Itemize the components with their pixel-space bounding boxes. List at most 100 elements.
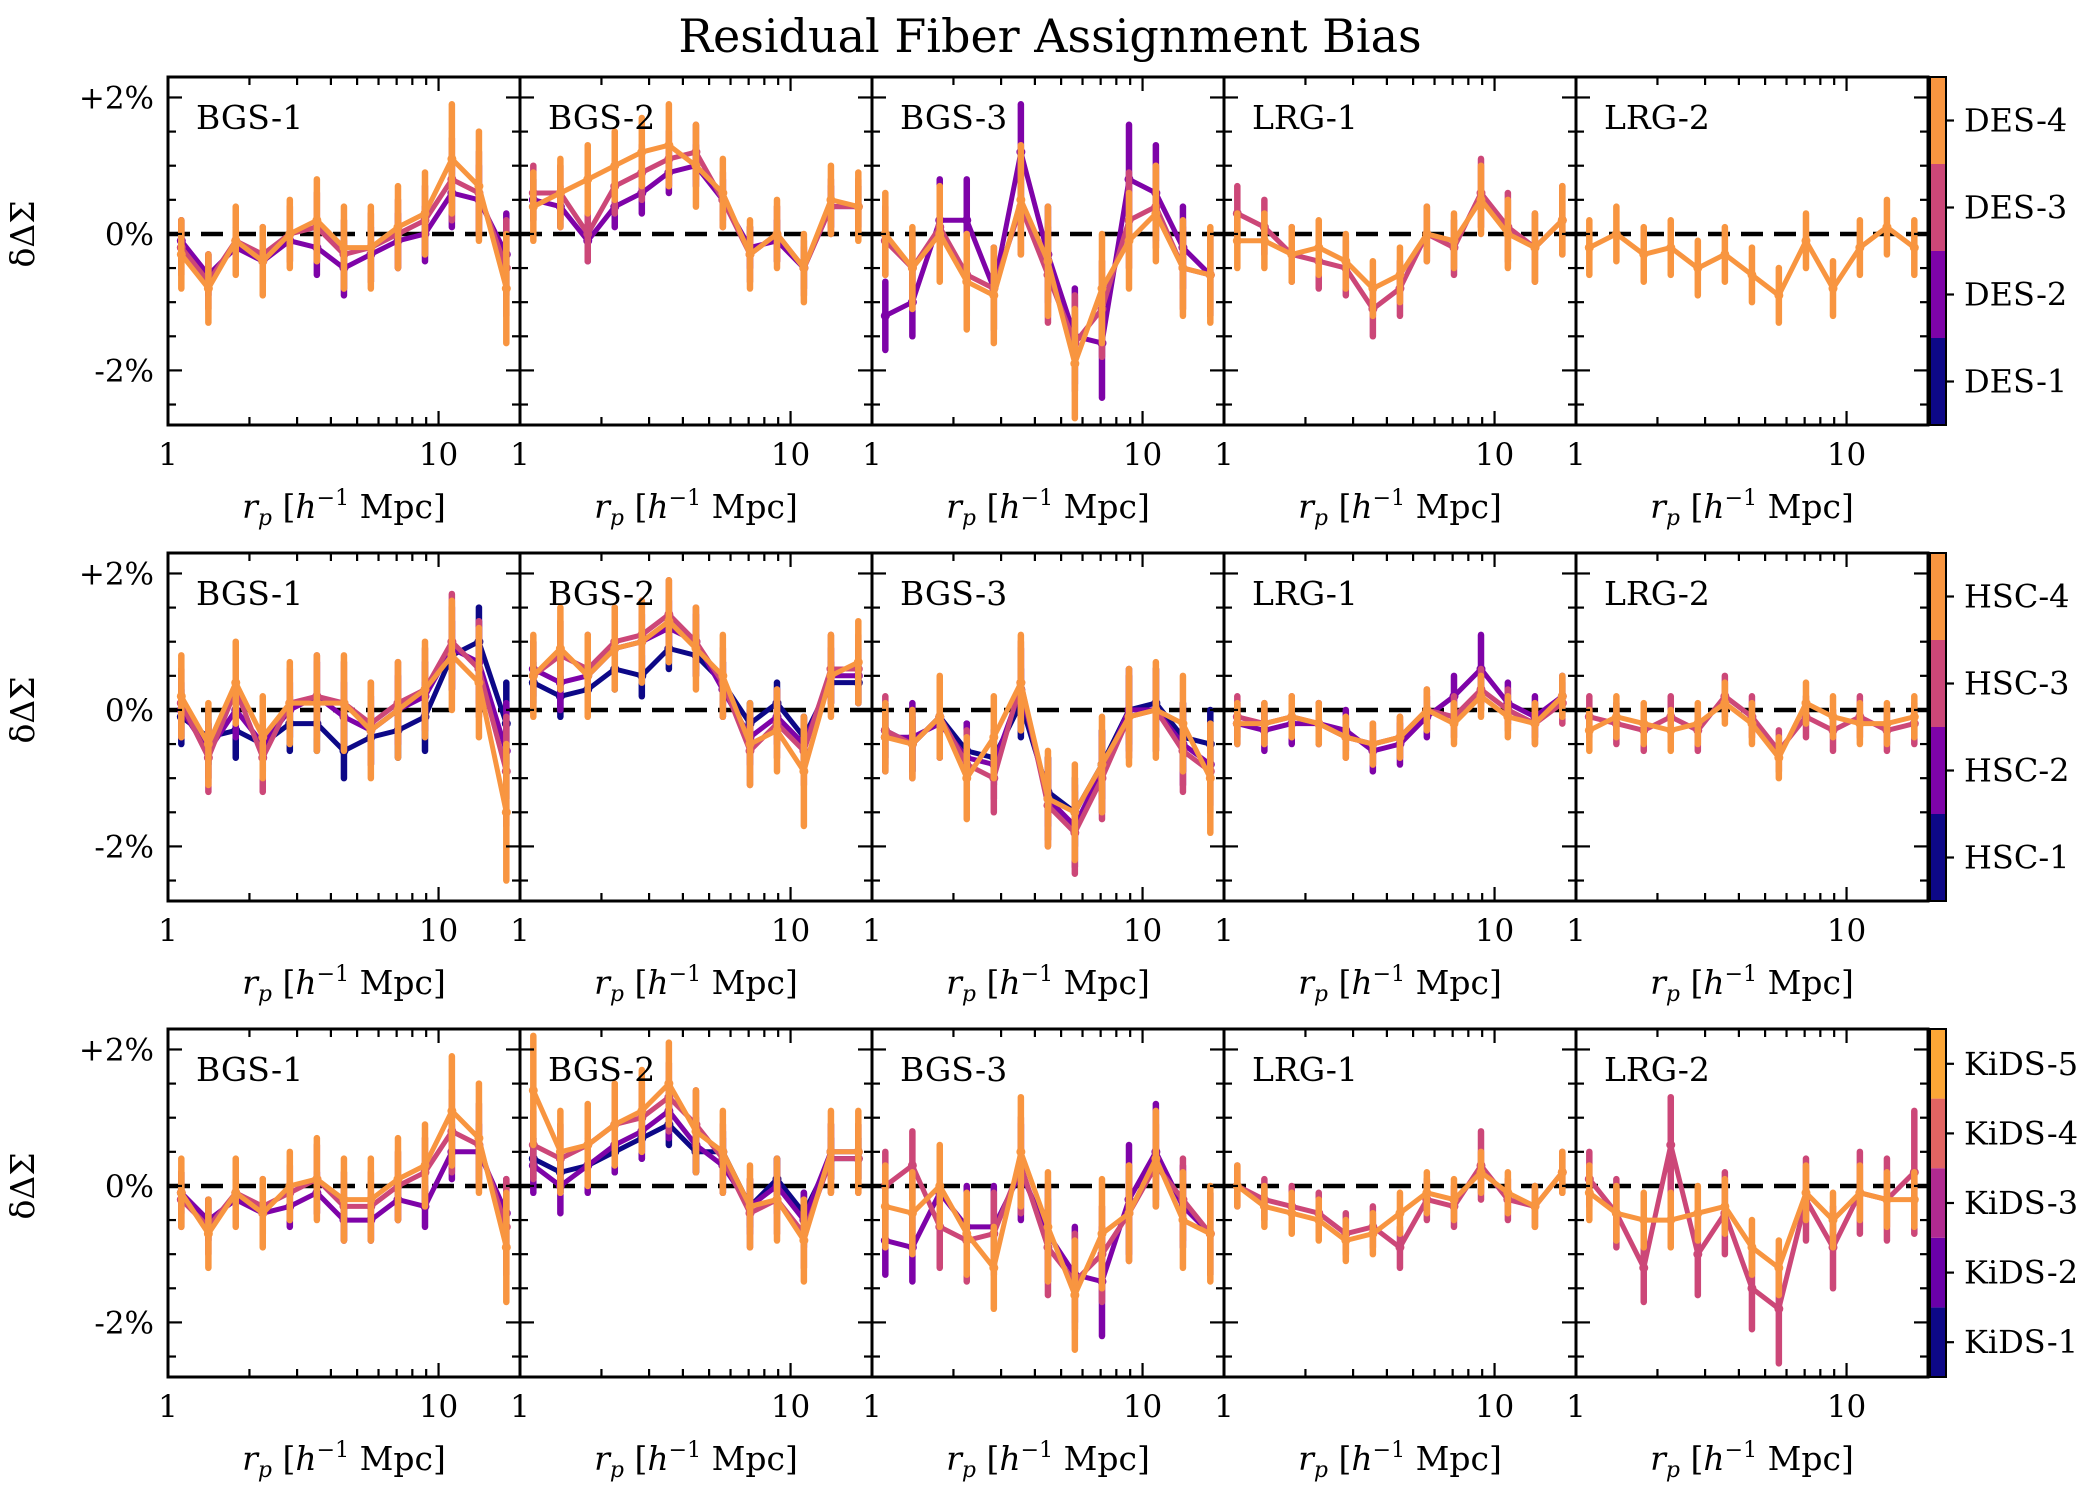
data-point bbox=[1611, 1208, 1621, 1218]
data-point bbox=[1016, 678, 1026, 688]
panel-kids-bgs-1: BGS-1 1 10 rp [h−1 Mpc] +2% 0% -2% δΔΣ bbox=[3, 1027, 522, 1483]
colorbar-label: KiDS-5 bbox=[1964, 1045, 2078, 1083]
data-point bbox=[583, 229, 593, 239]
colorbar-label: KiDS-1 bbox=[1964, 1323, 2078, 1361]
x-tick-label: 1 bbox=[1214, 913, 1234, 949]
data-point bbox=[1287, 249, 1297, 259]
data-point bbox=[1178, 1215, 1188, 1225]
series-2 bbox=[1232, 162, 1567, 320]
series-4 bbox=[528, 577, 863, 830]
data-point bbox=[420, 1160, 430, 1170]
data-point bbox=[1287, 712, 1297, 722]
data-point bbox=[1232, 236, 1242, 246]
data-point bbox=[1666, 725, 1676, 735]
colorbar-segment bbox=[1930, 338, 1946, 425]
data-point bbox=[1043, 1222, 1053, 1232]
x-axis-label: rp [h−1 Mpc] bbox=[946, 962, 1150, 1007]
data-point bbox=[1314, 243, 1324, 253]
panel-label: BGS-1 bbox=[196, 574, 303, 613]
data-point bbox=[1070, 1290, 1080, 1300]
data-point bbox=[176, 1188, 186, 1198]
y-tick-label: -2% bbox=[94, 353, 154, 389]
x-tick-label: 10 bbox=[1827, 437, 1866, 473]
series-3 bbox=[176, 1053, 511, 1306]
series-3 bbox=[528, 101, 863, 306]
x-tick-label: 10 bbox=[419, 913, 458, 949]
series-1 bbox=[1584, 196, 1919, 326]
data-point bbox=[1909, 712, 1919, 722]
panel-kids-bgs-3: BGS-3 1 10 rp [h−1 Mpc] bbox=[862, 1027, 1226, 1483]
x-tick-label: 10 bbox=[419, 437, 458, 473]
data-point bbox=[1747, 1242, 1757, 1252]
x-tick-label: 1 bbox=[510, 437, 530, 473]
panel-label: BGS-3 bbox=[900, 1050, 1007, 1089]
data-point bbox=[1855, 719, 1865, 729]
panel-hsc-lrg-1: LRG-1 1 10 rp [h−1 Mpc] bbox=[1214, 551, 1578, 1007]
y-tick-label: -2% bbox=[94, 829, 154, 865]
series-4 bbox=[880, 631, 1215, 864]
x-axis-label: rp [h−1 Mpc] bbox=[1650, 486, 1854, 531]
x-axis-label: rp [h−1 Mpc] bbox=[946, 486, 1150, 531]
data-point bbox=[1314, 719, 1324, 729]
x-axis-label: rp [h−1 Mpc] bbox=[242, 962, 446, 1007]
x-axis-label: rp [h−1 Mpc] bbox=[594, 1438, 798, 1483]
x-tick-label: 1 bbox=[158, 1389, 178, 1425]
colorbar-segment bbox=[1930, 164, 1946, 251]
panel-label: BGS-1 bbox=[196, 1050, 303, 1089]
data-point bbox=[1584, 1188, 1594, 1198]
data-point bbox=[583, 174, 593, 184]
data-point bbox=[691, 644, 701, 654]
colorbar-segment bbox=[1930, 1307, 1946, 1377]
data-point bbox=[1882, 1195, 1892, 1205]
data-point bbox=[1611, 229, 1621, 239]
data-point bbox=[1530, 243, 1540, 253]
data-point bbox=[1476, 1167, 1486, 1177]
data-point bbox=[366, 1195, 376, 1205]
data-point bbox=[258, 1208, 268, 1218]
data-point bbox=[447, 1106, 457, 1116]
data-point bbox=[610, 644, 620, 654]
colorbar-segment bbox=[1930, 1029, 1946, 1099]
data-point bbox=[1259, 236, 1269, 246]
data-point bbox=[555, 1147, 565, 1157]
y-axis-label: δΔΣ bbox=[3, 676, 42, 743]
series-3 bbox=[880, 141, 1215, 422]
chart-title: Residual Fiber Assignment Bias bbox=[678, 9, 1421, 63]
x-tick-label: 10 bbox=[1475, 913, 1514, 949]
data-point bbox=[231, 1188, 241, 1198]
row-hsc: BGS-1 1 10 rp [h−1 Mpc] +2% 0% -2% δΔΣ BGS-2 1 10 r… bbox=[3, 551, 2069, 1007]
data-point bbox=[420, 684, 430, 694]
data-point bbox=[447, 154, 457, 164]
data-point bbox=[962, 215, 972, 225]
data-point bbox=[285, 229, 295, 239]
x-axis-label: rp [h−1 Mpc] bbox=[1298, 486, 1502, 531]
panel-label: BGS-2 bbox=[548, 1050, 655, 1089]
y-tick-label: 0% bbox=[105, 217, 154, 253]
data-point bbox=[1097, 760, 1107, 770]
x-tick-label: 10 bbox=[1475, 437, 1514, 473]
x-tick-label: 1 bbox=[862, 437, 882, 473]
data-point bbox=[203, 284, 213, 294]
panel-label: LRG-2 bbox=[1604, 98, 1710, 137]
data-point bbox=[1720, 1201, 1730, 1211]
data-point bbox=[1070, 359, 1080, 369]
data-point bbox=[718, 188, 728, 198]
data-point bbox=[285, 1181, 295, 1191]
data-point bbox=[1368, 1229, 1378, 1239]
data-point bbox=[691, 1126, 701, 1136]
data-point bbox=[1205, 270, 1215, 280]
data-point bbox=[880, 1201, 890, 1211]
data-point bbox=[1855, 243, 1865, 253]
panel-label: BGS-2 bbox=[548, 574, 655, 613]
series-3 bbox=[176, 101, 511, 347]
x-tick-label: 1 bbox=[1566, 437, 1586, 473]
x-axis-label: rp [h−1 Mpc] bbox=[594, 486, 798, 531]
y-tick-label: -2% bbox=[94, 1305, 154, 1341]
data-point bbox=[312, 698, 322, 708]
data-point bbox=[1557, 215, 1567, 225]
panel-des-bgs-3: BGS-3 1 10 rp [h−1 Mpc] bbox=[862, 75, 1226, 531]
x-axis-label: rp [h−1 Mpc] bbox=[242, 1438, 446, 1483]
x-tick-label: 10 bbox=[771, 913, 810, 949]
y-axis-label: δΔΣ bbox=[3, 1152, 42, 1219]
colorbar-frame bbox=[1929, 1028, 1947, 1378]
